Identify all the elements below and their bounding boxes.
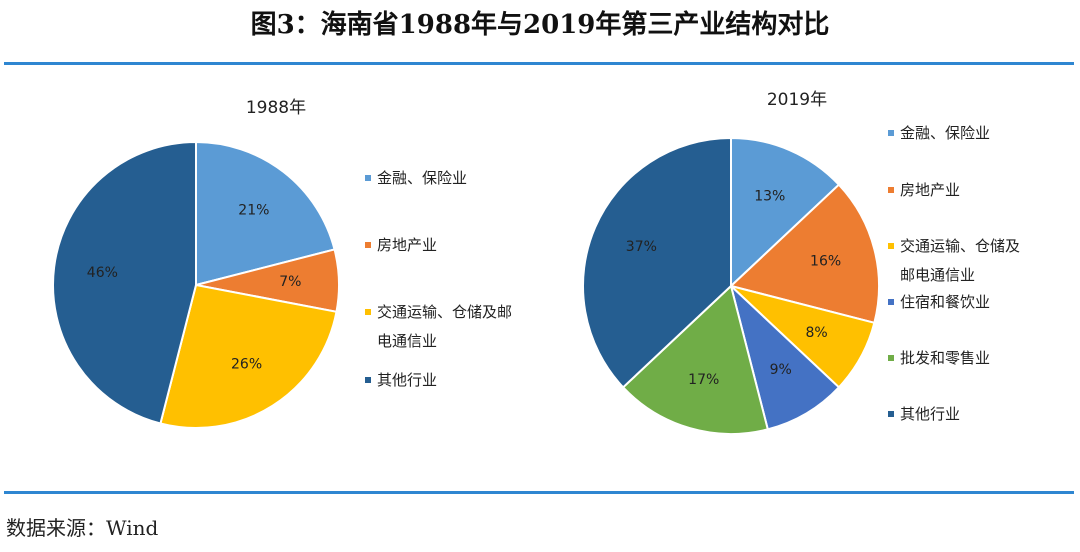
legend-swatch [365,377,371,383]
legend-item: 房地产业 [888,176,1028,205]
legend-swatch [888,411,894,417]
pie-title: 2019年 [767,90,827,110]
legend-swatch [888,355,894,361]
legend-item: 其他行业 [365,366,512,395]
legend-swatch [888,187,894,193]
legend-swatch [888,130,894,136]
data-label: 16% [810,254,841,270]
data-label: 26% [231,357,262,373]
rule [4,62,1074,65]
pie-slice [582,136,732,389]
legend-label: 其他行业 [900,405,961,423]
pie-slice [729,282,841,431]
data-label: 46% [87,265,118,281]
legend-swatch [365,175,371,181]
legend-swatch [888,243,894,249]
legend-item: 金融、保险业 [888,119,1028,148]
legend-label: 房地产业 [900,181,961,199]
legend-item: 其他行业 [888,400,1028,429]
data-label: 13% [754,188,785,204]
pie-slice [621,284,770,435]
legend-label: 金融、保险业 [900,124,991,142]
legend-label: 交通运输、仓储及邮电通信业 [900,237,1021,284]
legend-swatch [365,242,371,248]
legend-label: 其他行业 [377,371,438,389]
legend-label: 批发和零售业 [900,349,991,367]
data-label: 9% [770,362,792,378]
legend-item: 交通运输、仓储及邮电通信业 [365,298,512,356]
data-label: 37% [626,239,657,255]
data-label: 21% [238,202,269,218]
legend-item: 交通运输、仓储及邮电通信业 [888,232,1028,290]
rule [4,491,1074,494]
legend-label: 金融、保险业 [377,169,468,187]
legend-item: 金融、保险业 [365,164,512,193]
data-label: 8% [805,325,827,341]
pie-slice [52,140,197,425]
page-title: 图3：海南省1988年与2019年第三产业结构对比 [250,10,830,40]
legend-item: 批发和零售业 [888,344,1028,373]
legend-item: 房地产业 [365,231,512,260]
legend-swatch [888,299,894,305]
data-label: 7% [279,274,301,290]
legend-label: 交通运输、仓储及邮电通信业 [377,303,513,350]
pie-title: 1988年 [246,98,306,118]
legend-label: 房地产业 [377,236,438,254]
pie-slice [159,283,338,429]
source: 数据来源：Wind [6,516,159,540]
legend-label: 住宿和餐饮业 [900,293,991,311]
legend-swatch [365,309,371,315]
pie-slice [195,140,336,287]
pie-slice [728,183,880,325]
pie-slice [730,136,841,289]
legend-item: 住宿和餐饮业 [888,288,1028,317]
data-label: 17% [688,372,719,388]
